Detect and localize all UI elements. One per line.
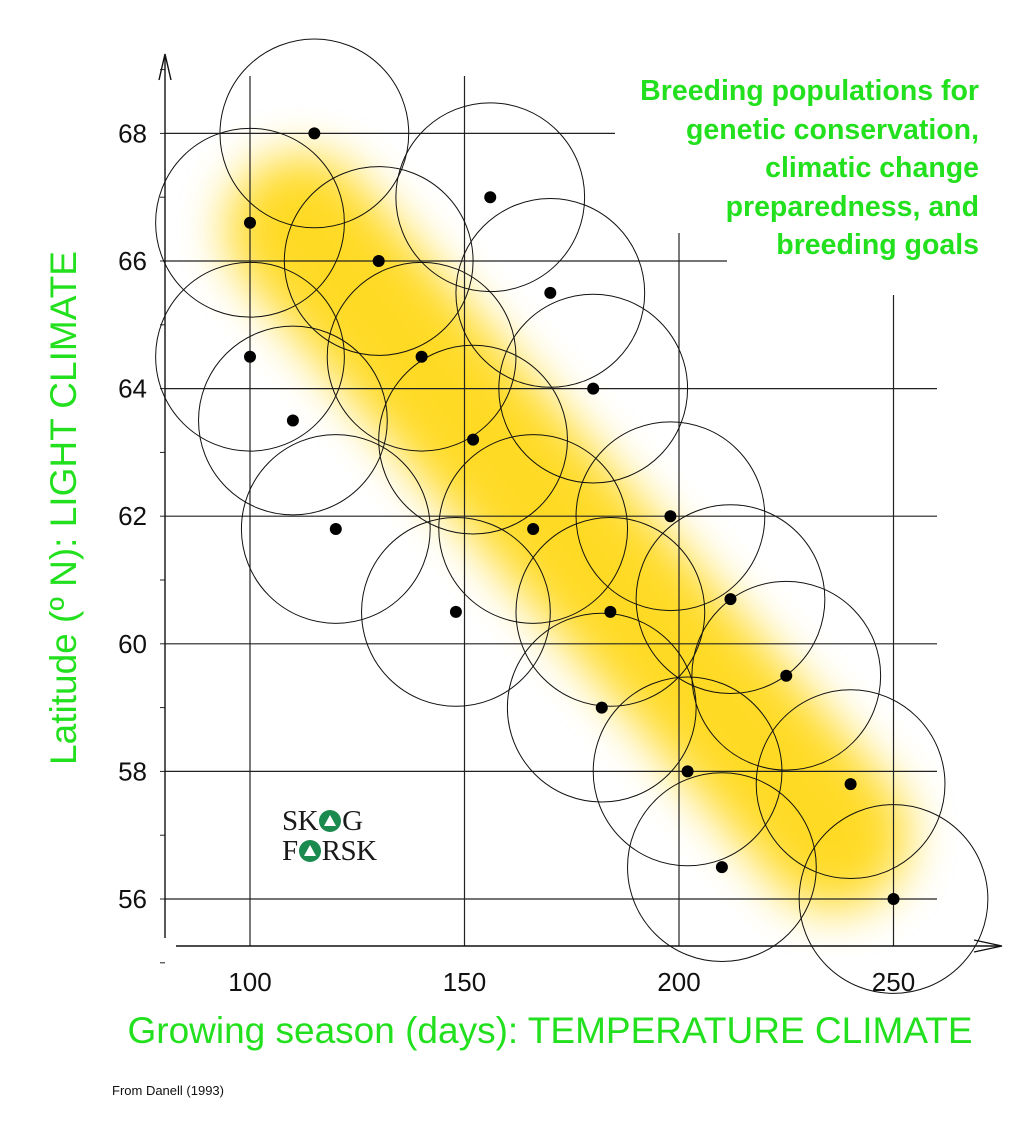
data-point — [780, 669, 793, 682]
population-circles — [155, 38, 989, 994]
x-tick-label: 150 — [443, 967, 486, 997]
logo-mark-icon — [298, 840, 321, 862]
data-point — [329, 522, 342, 535]
logo-mark-icon — [319, 810, 342, 832]
data-point — [527, 522, 540, 535]
data-point — [244, 350, 256, 363]
chart-title: Breeding populations for genetic conserv… — [519, 72, 979, 265]
population-circle — [283, 166, 474, 356]
population-circle — [592, 676, 783, 867]
data-point — [286, 414, 299, 427]
axes — [158, 53, 1003, 953]
data-point — [587, 382, 600, 395]
population-circle — [635, 504, 826, 695]
y-tick-label: 58 — [118, 756, 147, 786]
x-tick-label: 100 — [228, 967, 271, 997]
skogforsk-logo: SK G F RSK — [282, 806, 412, 866]
population-circle — [155, 261, 345, 452]
tick-labels: 56 58 60 62 64 66 68 100 150 200 250 — [118, 118, 915, 997]
population-circle — [198, 325, 388, 516]
x-axis-arrow-icon — [973, 939, 1003, 953]
population-circle — [155, 127, 345, 318]
population-circle — [798, 804, 989, 994]
highlight-band — [226, 154, 909, 911]
logo-text: F — [282, 834, 298, 867]
population-circle — [627, 772, 817, 962]
data-point — [372, 255, 385, 267]
x-tick-label: 200 — [657, 967, 700, 997]
source-note: From Danell (1993) — [112, 1083, 224, 1098]
logo-text: G — [342, 804, 363, 837]
highlight-band-shape — [226, 154, 909, 911]
population-circle — [378, 344, 568, 535]
x-tick-label: 250 — [872, 967, 915, 997]
population-circle — [455, 198, 646, 388]
population-circle — [506, 612, 697, 803]
title-line: preparedness, and — [725, 190, 979, 223]
grid — [160, 69, 937, 964]
title-line: genetic conservation, — [685, 113, 979, 146]
population-circle — [240, 434, 431, 624]
y-tick-label: 68 — [118, 118, 147, 148]
population-circle — [575, 421, 766, 612]
data-point — [664, 510, 677, 523]
data-point — [467, 433, 480, 446]
data-point — [604, 605, 617, 618]
data-point — [844, 778, 857, 791]
population-circle — [361, 517, 551, 707]
y-tick-label: 64 — [118, 374, 147, 404]
data-point — [544, 286, 557, 299]
title-line: Breeding populations for — [640, 75, 979, 107]
data-point — [715, 861, 728, 874]
y-tick-label: 60 — [118, 629, 147, 659]
population-circle — [691, 580, 882, 771]
data-point — [484, 191, 497, 204]
logo-text: SK — [282, 804, 319, 837]
data-point — [595, 701, 608, 714]
data-points — [244, 127, 900, 905]
y-tick-label: 62 — [118, 501, 147, 531]
data-point — [415, 350, 428, 363]
population-circle — [438, 434, 629, 624]
logo-text: RSK — [321, 834, 377, 867]
population-circle — [515, 517, 706, 707]
title-line: breeding goals — [776, 229, 979, 261]
data-point — [887, 893, 900, 905]
data-point — [449, 605, 462, 618]
population-circle — [755, 689, 946, 880]
y-tick-label: 66 — [118, 246, 147, 276]
population-circle — [326, 261, 517, 452]
data-point — [681, 765, 694, 778]
y-axis-arrow-icon — [158, 53, 172, 81]
data-point — [724, 593, 737, 606]
data-point — [244, 216, 256, 229]
data-point — [308, 127, 321, 140]
x-axis-label: Growing season (days): TEMPERATURE CLIMA… — [127, 1010, 973, 1051]
y-axis-label: Latitude (º N): LIGHT CLIMATE — [43, 251, 84, 765]
population-circle — [498, 293, 689, 484]
title-line: climatic change — [765, 152, 979, 184]
y-tick-label: 56 — [118, 884, 147, 914]
